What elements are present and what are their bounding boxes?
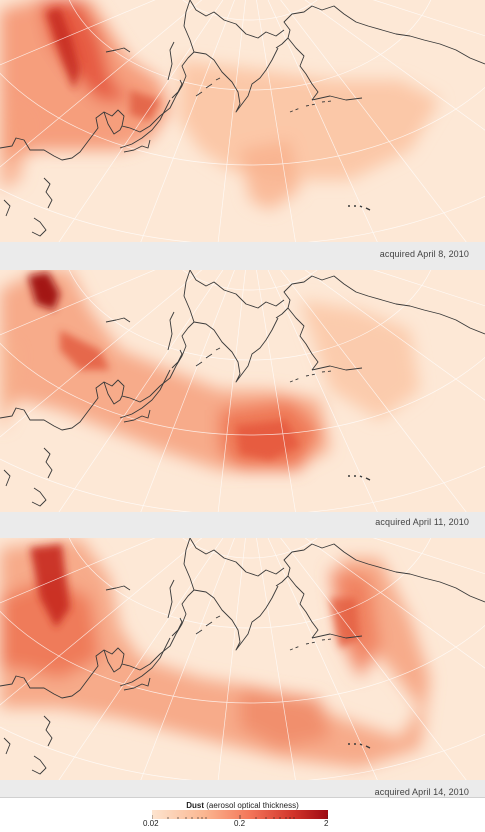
panel-caption: acquired April 14, 2010 bbox=[374, 787, 469, 797]
legend-subtitle: (aerosol optical thickness) bbox=[206, 801, 299, 810]
color-legend: Dust (aerosol optical thickness) bbox=[0, 797, 485, 832]
legend-min-label: 0.02 bbox=[143, 819, 159, 828]
dust-map-april-14 bbox=[0, 538, 485, 780]
legend-title-main: Dust bbox=[186, 801, 205, 810]
panel-caption: acquired April 11, 2010 bbox=[375, 517, 469, 527]
dust-map-april-11 bbox=[0, 270, 485, 512]
dust-map-april-8 bbox=[0, 0, 485, 242]
legend-max-label: 2 bbox=[324, 819, 329, 828]
legend-title: Dust (aerosol optical thickness) bbox=[0, 801, 485, 810]
legend-color-bar bbox=[152, 810, 328, 819]
legend-mid-label: 0.2 bbox=[234, 819, 246, 828]
panel-caption: acquired April 8, 2010 bbox=[379, 249, 469, 259]
